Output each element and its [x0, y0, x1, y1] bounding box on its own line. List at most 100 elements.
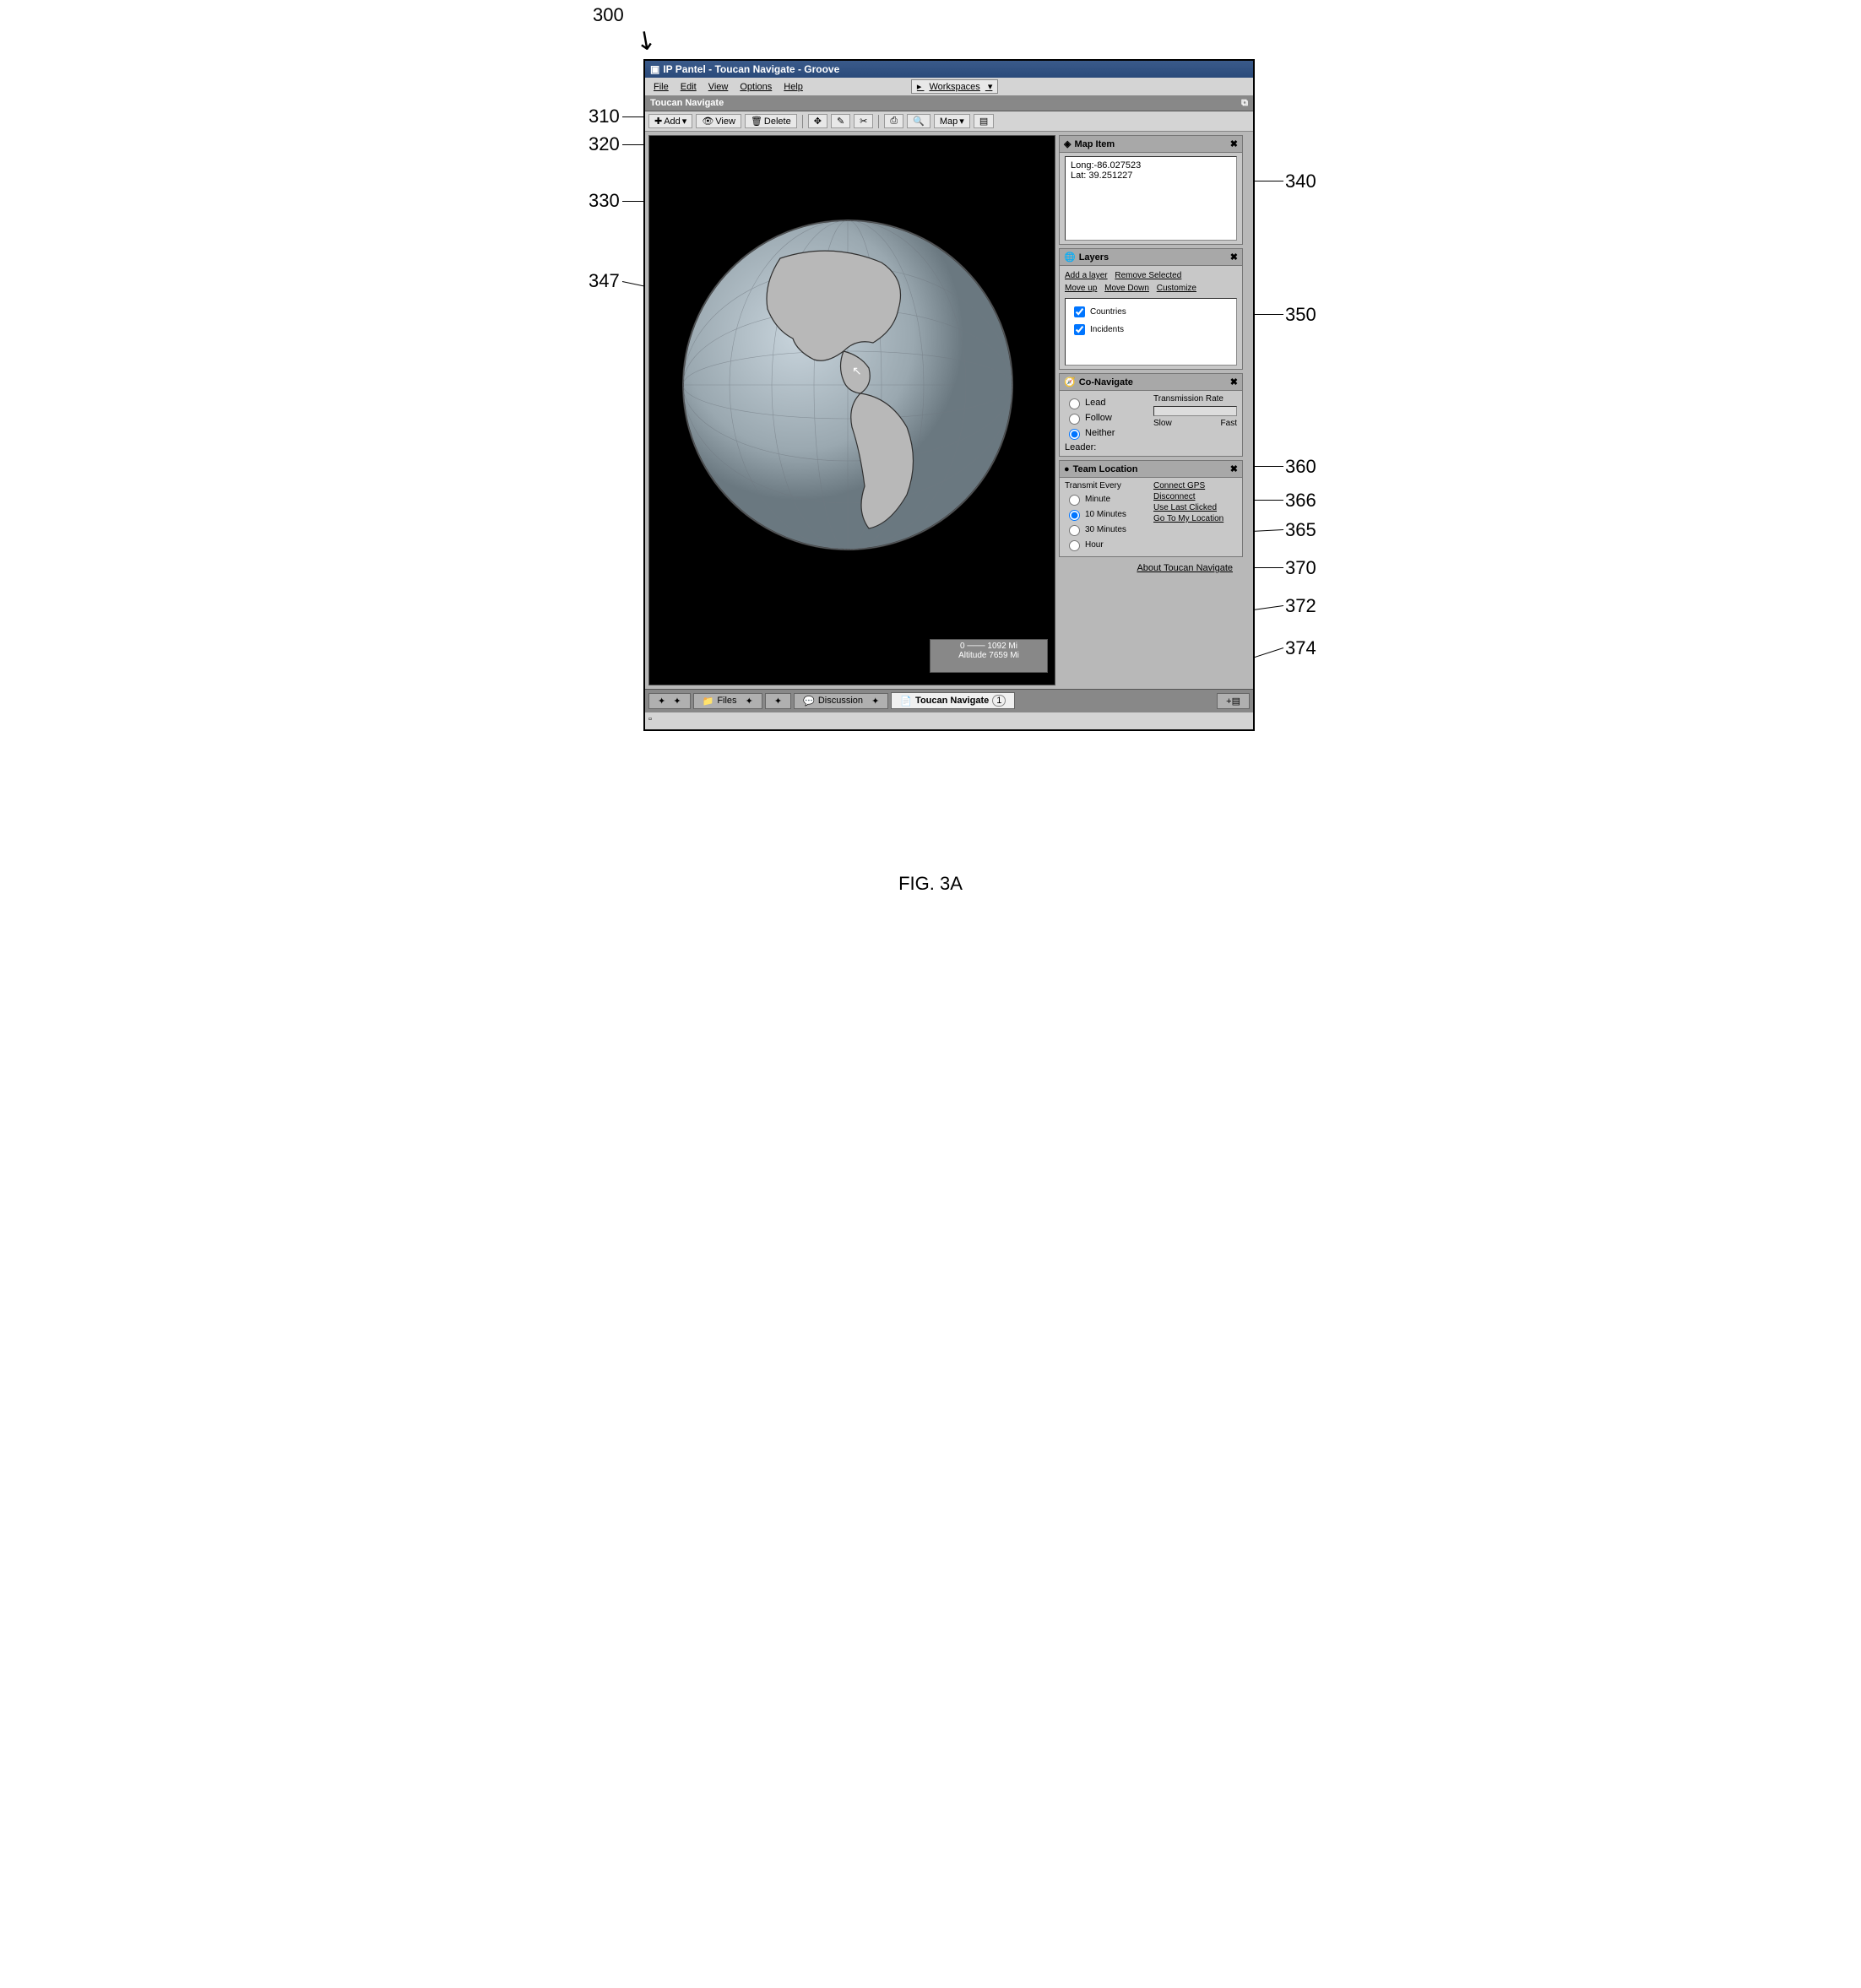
- callout-300: 300: [593, 4, 624, 26]
- scale-indicator: 0 ─── 1092 Mi Altitude 7659 Mi: [930, 639, 1048, 673]
- layers-panel: 🌐Layers ✖ Add a layer Remove Selected Mo…: [1059, 248, 1243, 370]
- team-location-panel: ●Team Location ✖ Transmit Every Minute 1…: [1059, 460, 1243, 557]
- cursor-icon: ↖: [852, 364, 862, 378]
- follow-radio[interactable]: [1069, 414, 1080, 425]
- callout-330: 330: [589, 190, 620, 212]
- tab-add-button[interactable]: +▤: [1217, 693, 1250, 709]
- neither-label: Neither: [1085, 428, 1115, 438]
- toolbar-zoom-button[interactable]: 🔍: [907, 114, 930, 128]
- fast-label: Fast: [1221, 419, 1237, 428]
- callout-340: 340: [1285, 171, 1316, 192]
- layer-incidents-checkbox[interactable]: [1074, 324, 1085, 335]
- callout-320: 320: [589, 133, 620, 155]
- minute-radio[interactable]: [1069, 495, 1080, 506]
- panel-title-bar: Toucan Navigate ⧉: [645, 96, 1253, 111]
- arrow-icon: ↘: [628, 22, 663, 58]
- toolbar-tool3-button[interactable]: ✂: [854, 114, 873, 128]
- map-item-title: Map Item: [1074, 139, 1115, 149]
- ten-minutes-radio[interactable]: [1069, 510, 1080, 521]
- transmission-rate-slider[interactable]: [1153, 406, 1237, 416]
- customize-link[interactable]: Customize: [1157, 284, 1196, 293]
- callout-372: 372: [1285, 595, 1316, 617]
- workspaces-button[interactable]: ▸ Workspaces ▾: [911, 79, 998, 94]
- tab-toucan-navigate[interactable]: 📄 Toucan Navigate 1: [891, 692, 1015, 709]
- team-title: Team Location: [1073, 464, 1138, 474]
- toolbar-add-button[interactable]: ✚ Add ▾: [648, 114, 692, 128]
- map-item-info: Long:-86.027523 Lat: 39.251227: [1065, 156, 1237, 241]
- goto-my-location-link[interactable]: Go To My Location: [1153, 514, 1232, 523]
- leader-label: Leader:: [1065, 442, 1148, 452]
- ten-minutes-label: 10 Minutes: [1085, 510, 1126, 519]
- layer-countries-checkbox[interactable]: [1074, 306, 1085, 317]
- toolbar-tool4-button[interactable]: ⎙: [884, 114, 903, 128]
- remove-layer-link[interactable]: Remove Selected: [1115, 271, 1181, 280]
- callout-370: 370: [1285, 557, 1316, 579]
- toolbar-map-button[interactable]: Map ▾: [934, 114, 970, 128]
- menu-view[interactable]: View: [703, 81, 734, 93]
- application-window: ▣ IP Pantel - Toucan Navigate - Groove F…: [643, 59, 1255, 731]
- callout-374: 374: [1285, 637, 1316, 659]
- layers-title: Layers: [1079, 252, 1109, 263]
- co-navigate-panel: 🧭Co-Navigate ✖ Lead Follow Neither Leade…: [1059, 373, 1243, 457]
- lead-label: Lead: [1085, 398, 1105, 408]
- transmit-every-label: Transmit Every: [1065, 481, 1148, 490]
- title-bar[interactable]: ▣ IP Pantel - Toucan Navigate - Groove: [645, 61, 1253, 78]
- menu-options[interactable]: Options: [735, 81, 777, 93]
- neither-radio[interactable]: [1069, 429, 1080, 440]
- add-layer-link[interactable]: Add a layer: [1065, 271, 1108, 280]
- collapse-icon[interactable]: ✖: [1230, 463, 1238, 474]
- hour-radio[interactable]: [1069, 540, 1080, 551]
- app-icon: ▣: [650, 63, 659, 75]
- hour-label: Hour: [1085, 540, 1104, 550]
- map-item-icon: ◈: [1064, 138, 1071, 149]
- follow-label: Follow: [1085, 413, 1112, 423]
- map-viewport[interactable]: ↖ 0 ─── 1092 Mi Altitude 7659 Mi: [648, 135, 1055, 685]
- callout-365: 365: [1285, 519, 1316, 541]
- collapse-icon[interactable]: ✖: [1230, 138, 1238, 149]
- disconnect-link[interactable]: Disconnect: [1153, 492, 1232, 501]
- globe-graphic: [679, 216, 1017, 554]
- toolbar-tool1-button[interactable]: ✥: [808, 114, 827, 128]
- connect-gps-link[interactable]: Connect GPS: [1153, 481, 1232, 490]
- about-link[interactable]: About Toucan Navigate: [1137, 563, 1233, 573]
- layer-incidents-label: Incidents: [1090, 323, 1124, 336]
- thirty-minutes-radio[interactable]: [1069, 525, 1080, 536]
- map-item-panel: ◈Map Item ✖ Long:-86.027523 Lat: 39.2512…: [1059, 135, 1243, 245]
- toolbar: ✚ Add ▾ 👁 View 🗑 Delete ✥ ✎ ✂ ⎙ 🔍 Map ▾ …: [645, 111, 1253, 132]
- figure-caption: FIG. 3A: [508, 873, 1353, 895]
- callout-366: 366: [1285, 490, 1316, 512]
- move-up-link[interactable]: Move up: [1065, 284, 1097, 293]
- callout-350: 350: [1285, 304, 1316, 326]
- conav-icon: 🧭: [1064, 376, 1076, 387]
- transmission-rate-label: Transmission Rate: [1153, 394, 1237, 404]
- conav-title: Co-Navigate: [1079, 377, 1133, 387]
- panel-title: Toucan Navigate: [650, 98, 724, 109]
- tab-files[interactable]: 📁 Files ✦: [693, 693, 762, 709]
- window-title: IP Pantel - Toucan Navigate - Groove: [663, 63, 839, 75]
- use-last-clicked-link[interactable]: Use Last Clicked: [1153, 503, 1232, 512]
- callout-360: 360: [1285, 456, 1316, 478]
- move-down-link[interactable]: Move Down: [1104, 284, 1149, 293]
- toolbar-delete-button[interactable]: 🗑 Delete: [745, 114, 797, 128]
- collapse-icon[interactable]: ✖: [1230, 252, 1238, 263]
- toolbar-export-button[interactable]: ▤: [974, 114, 994, 128]
- tab-badge: 1: [992, 695, 1006, 707]
- layers-icon: 🌐: [1064, 252, 1076, 263]
- collapse-icon[interactable]: ✖: [1230, 376, 1238, 387]
- toolbar-view-button[interactable]: 👁 View: [696, 114, 741, 128]
- menu-help[interactable]: Help: [779, 81, 808, 93]
- menu-file[interactable]: File: [648, 81, 674, 93]
- thirty-minutes-label: 30 Minutes: [1085, 525, 1126, 534]
- layer-countries-label: Countries: [1090, 306, 1126, 318]
- tab-unknown-1[interactable]: ✦ ✦: [648, 693, 691, 709]
- tab-unknown-2[interactable]: ✦: [765, 693, 791, 709]
- menu-edit[interactable]: Edit: [675, 81, 702, 93]
- tab-discussion[interactable]: 💬 Discussion ✦: [794, 693, 888, 709]
- bottom-tab-bar: ✦ ✦ 📁 Files ✦ ✦ 💬 Discussion ✦ 📄 Toucan …: [645, 689, 1253, 712]
- callout-310: 310: [589, 106, 620, 127]
- maximize-icon[interactable]: ⧉: [1241, 98, 1248, 109]
- toolbar-tool2-button[interactable]: ✎: [831, 114, 850, 128]
- slow-label: Slow: [1153, 419, 1172, 428]
- team-icon: ●: [1064, 464, 1070, 474]
- lead-radio[interactable]: [1069, 398, 1080, 409]
